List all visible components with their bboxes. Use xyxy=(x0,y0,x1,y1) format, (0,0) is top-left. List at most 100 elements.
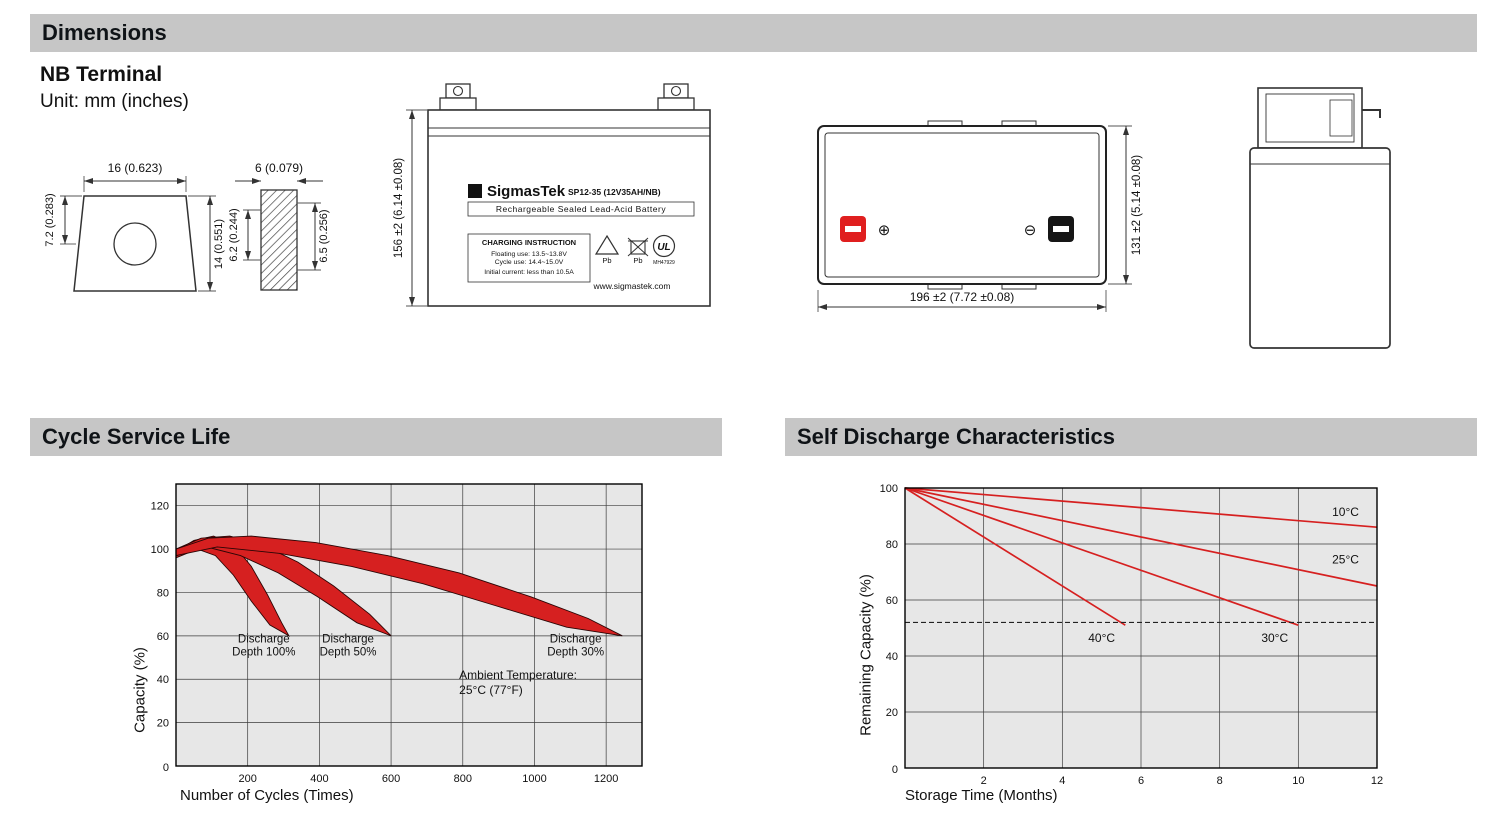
dim-terminal-thickness: 6 (0.079) xyxy=(255,161,303,175)
band-label: Depth 30% xyxy=(547,646,604,658)
cycle-service-life-chart: 200 400 600 800 1000 1200204060801001200Disch… xyxy=(151,483,643,785)
battery-top-view: ⊕ ⊖ 196 ±2 (7.72 ±0.08) 131 ±2 (5.14 ±0.… xyxy=(817,120,1143,312)
x-tick-label: 1200 xyxy=(594,773,618,785)
website-text: www.sigmastek.com xyxy=(593,281,671,291)
side-case xyxy=(1249,147,1391,349)
model-number: SP12-35 (12V35AH/NB) xyxy=(568,187,661,197)
x-tick-label: 8 xyxy=(1217,775,1223,787)
plus-symbol: ⊕ xyxy=(878,222,891,239)
case-inner-outline xyxy=(824,132,1100,278)
y-tick-label: 20 xyxy=(886,707,898,719)
series-label: 25°C xyxy=(1332,553,1359,567)
terminal-slot xyxy=(1053,226,1069,232)
band-label: Discharge xyxy=(550,633,602,645)
battery-side-view xyxy=(1249,87,1391,349)
case-outline xyxy=(817,125,1107,285)
charging-title: CHARGING INSTRUCTION xyxy=(482,238,576,247)
y-tick-label: 80 xyxy=(886,539,898,551)
terminal-housing xyxy=(1257,87,1363,149)
x-tick-label: 4 xyxy=(1059,775,1065,787)
terminal-detail xyxy=(1329,99,1353,137)
charging-line: Floating use: 13.5~13.8V xyxy=(491,251,567,258)
terminal-hole xyxy=(452,85,464,97)
plot-border xyxy=(175,483,643,767)
section-header-dimensions: Dimensions xyxy=(30,14,1477,52)
terminal-type-heading: NB Terminal xyxy=(40,63,163,86)
series-line xyxy=(904,487,1378,529)
series-label: 10°C xyxy=(1332,505,1359,519)
section-header-cycle-life: Cycle Service Life xyxy=(30,418,722,456)
ul-mark: UL xyxy=(657,242,670,253)
self-discharge-chart: 2 4 6 8 10 12 20 40 60 80 100 0 10°C 25°C 30°C 40°C xyxy=(880,483,1383,787)
terminal-body-shape xyxy=(73,195,197,292)
y-tick-label: 20 xyxy=(157,718,169,730)
dim-top-depth: 131 ±2 (5.14 ±0.08) xyxy=(1131,155,1143,255)
battery-type-text: Rechargeable Sealed Lead-Acid Battery xyxy=(496,204,666,214)
dim-front-height: 156 ±2 (6.14 ±0.08) xyxy=(393,158,405,258)
section-title-cycle-life: Cycle Service Life xyxy=(42,424,231,449)
ul-code: MH47929 xyxy=(653,260,675,266)
pb-bin-label: Pb xyxy=(633,256,642,265)
charging-line: Cycle use: 14.4~15.0V xyxy=(495,259,564,266)
terminal-cross-section xyxy=(260,189,298,291)
x-tick-label: 10 xyxy=(1292,775,1304,787)
band-label: Depth 50% xyxy=(320,646,377,658)
chart-annotation: 25°C (77°F) xyxy=(459,683,523,697)
x-tick-label: 600 xyxy=(382,773,400,785)
series-label: 40°C xyxy=(1088,631,1115,645)
terminal-base xyxy=(657,97,695,111)
terminal-front-drawing: 16 (0.623) 7.2 (0.283) 14 (0.551) xyxy=(44,161,225,292)
self-discharge-x-axis-label: Storage Time (Months) xyxy=(905,787,1058,804)
x-tick-label: 800 xyxy=(454,773,472,785)
sigma-logo-icon: Σ xyxy=(472,186,479,198)
discharge-band xyxy=(175,535,623,637)
x-tick-label: 12 xyxy=(1371,775,1383,787)
terminal-bolt-hole xyxy=(113,222,157,266)
x-tick-label: 2 xyxy=(981,775,987,787)
unit-note: Unit: mm (inches) xyxy=(40,91,189,112)
series-line xyxy=(904,487,1299,627)
terminal-pin xyxy=(1362,109,1381,118)
series-line xyxy=(904,487,1126,626)
dim-terminal-height: 14 (0.551) xyxy=(213,219,225,269)
x-tick-label: 400 xyxy=(310,773,328,785)
series-label: 30°C xyxy=(1261,631,1288,645)
dim-terminal-width: 16 (0.623) xyxy=(108,161,163,175)
y-tick-label: 80 xyxy=(157,587,169,599)
band-label: Discharge xyxy=(322,633,374,645)
series-line xyxy=(904,487,1378,587)
charging-line: Initial current: less than 10.5A xyxy=(484,269,574,276)
terminal-hole xyxy=(670,85,682,97)
cycle-chart-y-axis-label: Capacity (%) xyxy=(131,647,149,733)
y-tick-label: 60 xyxy=(157,631,169,643)
y-tick-label: 100 xyxy=(880,483,898,495)
terminal-slot xyxy=(845,226,861,232)
chart-annotation: Ambient Temperature: xyxy=(459,668,577,682)
battery-case xyxy=(427,109,711,307)
dim-terminal-inner-height: 6.2 (0.244) xyxy=(228,208,240,261)
crossed-out-line xyxy=(627,237,649,257)
y-tick-label: 120 xyxy=(151,501,169,513)
battery-front-view: Σ SigmasTek SP12-35 (12V35AH/NB) Recharg… xyxy=(393,83,711,307)
y-tick-label: 40 xyxy=(886,651,898,663)
terminal-housing-inner xyxy=(1265,93,1355,143)
section-header-self-discharge: Self Discharge Characteristics xyxy=(785,418,1477,456)
x-tick-label: 6 xyxy=(1138,775,1144,787)
section-title-dimensions: Dimensions xyxy=(42,20,167,45)
x-tick-label: 200 xyxy=(239,773,257,785)
charging-instruction-box xyxy=(467,233,591,283)
self-discharge-y-axis-label: Remaining Capacity (%) xyxy=(857,574,875,736)
recycle-icon xyxy=(594,234,620,255)
cycle-chart-x-axis-label: Number of Cycles (Times) xyxy=(180,787,354,804)
dim-top-width: 196 ±2 (7.72 ±0.08) xyxy=(910,290,1015,304)
origin-tick-label: 0 xyxy=(892,764,898,776)
dim-terminal-outer-height: 6.5 (0.256) xyxy=(318,209,330,262)
terminal-side-drawing: 6 (0.079) 6.2 (0.244) 6.5 (0.256) xyxy=(228,161,330,291)
pb-recycle-label: Pb xyxy=(602,256,611,265)
section-title-self-discharge: Self Discharge Characteristics xyxy=(797,424,1115,449)
minus-symbol: ⊖ xyxy=(1024,222,1037,239)
plot-border xyxy=(904,487,1378,769)
y-tick-label: 40 xyxy=(157,674,169,686)
logo-square xyxy=(468,184,482,198)
y-tick-label: 100 xyxy=(151,544,169,556)
